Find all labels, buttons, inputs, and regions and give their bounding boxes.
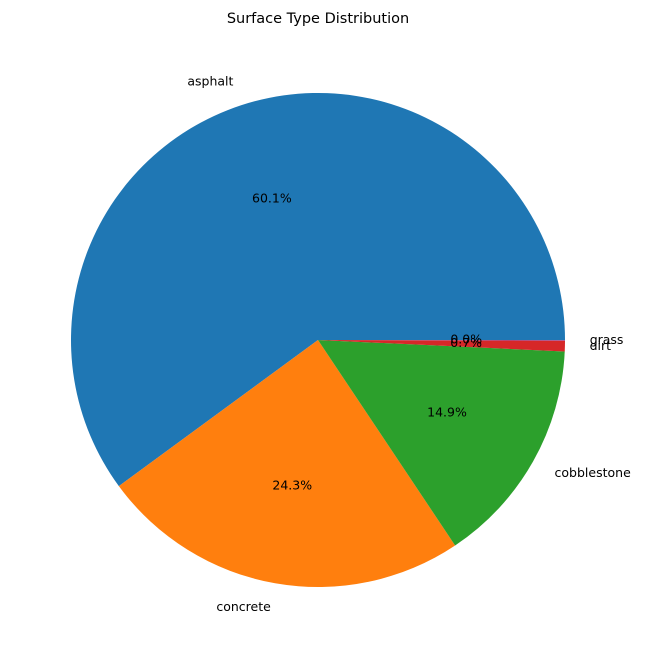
slice-pct-asphalt: 60.1% [252, 191, 292, 206]
pie-slice-dirt [318, 340, 565, 352]
slice-label-concrete: concrete [216, 599, 271, 614]
pie-slice-cobblestone [318, 340, 565, 546]
pie-slices [70, 92, 565, 587]
slice-label-dirt: dirt [590, 338, 612, 353]
slice-label-grass: grass [590, 332, 624, 347]
pie-slice-concrete [118, 340, 456, 587]
pie-slice-grass [318, 340, 565, 341]
chart-title: Surface Type Distribution [227, 11, 409, 27]
slice-pct-concrete: 24.3% [272, 477, 312, 492]
slice-pct-grass: 0.0% [450, 332, 482, 347]
slice-pct-dirt: 0.7% [450, 335, 482, 350]
pie-labels: asphalt 60.1% concrete 24.3% cobblestone 14.9… [187, 73, 631, 614]
slice-label-asphalt: asphalt [187, 73, 233, 88]
slice-label-cobblestone: cobblestone [555, 465, 632, 480]
pie-slice-asphalt [70, 92, 565, 487]
slice-pct-cobblestone: 14.9% [427, 404, 467, 419]
